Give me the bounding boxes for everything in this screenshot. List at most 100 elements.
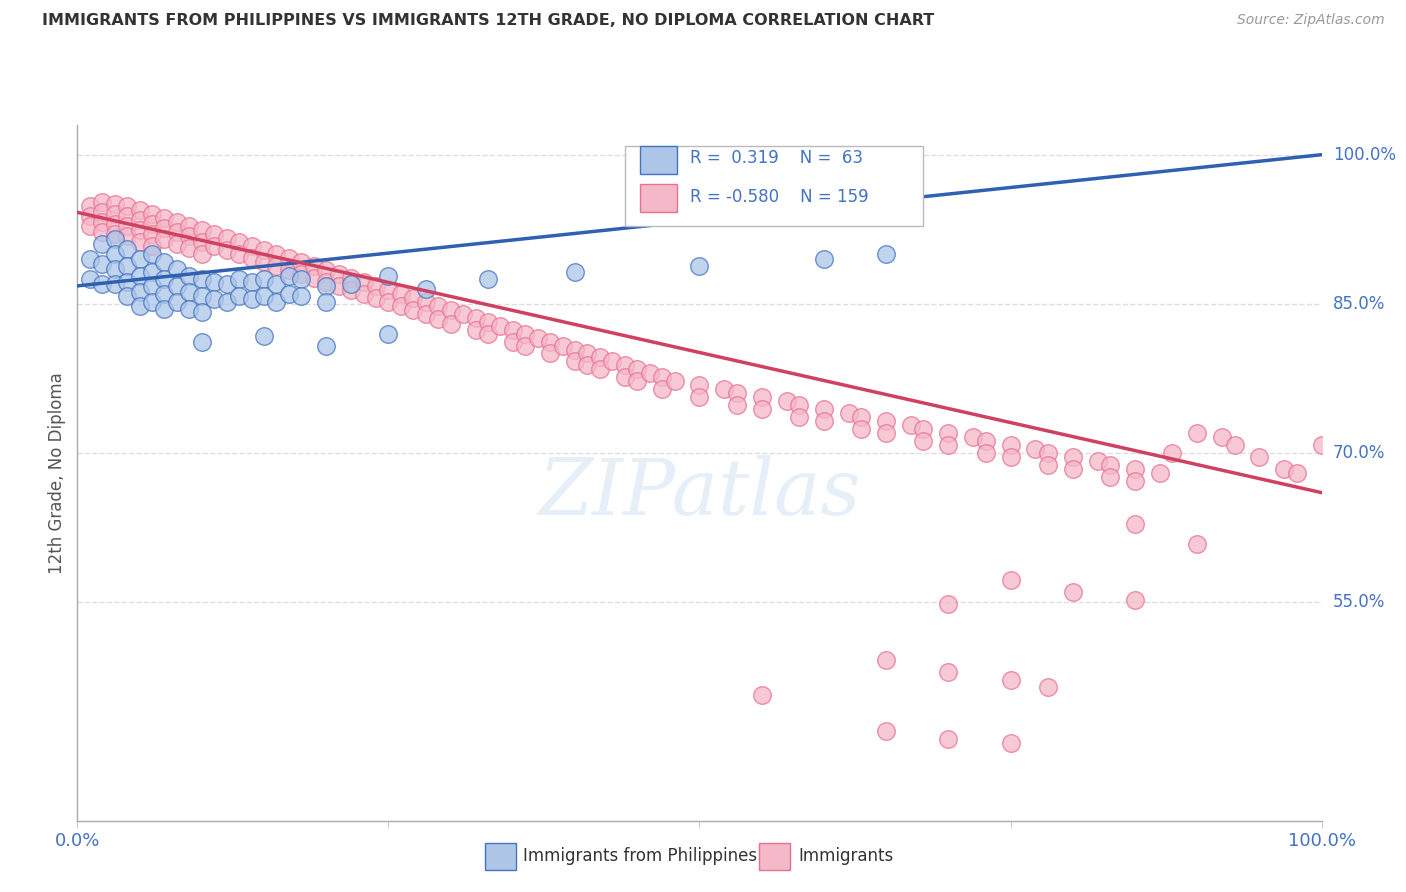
Point — [1000, 438, 1022, 452]
Point — [938, 732, 960, 747]
Point — [104, 217, 127, 231]
Point — [79, 219, 101, 234]
Point — [141, 265, 163, 279]
Point — [938, 665, 960, 679]
Point — [115, 219, 138, 234]
Point — [115, 289, 138, 303]
Point — [141, 217, 163, 231]
Point — [974, 446, 997, 460]
Text: Immigrants from Philippines: Immigrants from Philippines — [523, 847, 758, 865]
Point — [191, 304, 214, 318]
Point — [128, 223, 150, 237]
Point — [166, 215, 188, 229]
Point — [202, 275, 225, 289]
Point — [938, 438, 960, 452]
Point — [141, 207, 163, 221]
Point — [813, 252, 835, 266]
Point — [290, 289, 312, 303]
Point — [875, 724, 897, 739]
Point — [104, 227, 127, 242]
Point — [1123, 474, 1146, 488]
Point — [626, 362, 648, 376]
Point — [713, 382, 735, 396]
Point — [240, 275, 263, 289]
Point — [91, 237, 114, 252]
Point — [253, 255, 276, 269]
Text: IMMIGRANTS FROM PHILIPPINES VS IMMIGRANTS 12TH GRADE, NO DIPLOMA CORRELATION CHA: IMMIGRANTS FROM PHILIPPINES VS IMMIGRANT… — [42, 13, 935, 29]
Point — [191, 223, 214, 237]
Point — [253, 243, 276, 257]
Point — [489, 318, 512, 333]
Point — [115, 242, 138, 256]
Point — [153, 301, 176, 316]
Point — [179, 229, 201, 244]
Point — [353, 275, 375, 289]
Point — [1211, 430, 1233, 444]
Text: Source: ZipAtlas.com: Source: ZipAtlas.com — [1237, 13, 1385, 28]
Point — [613, 370, 636, 384]
Point — [290, 272, 312, 286]
Point — [153, 286, 176, 301]
Point — [179, 268, 201, 283]
Point — [215, 277, 238, 291]
Point — [875, 652, 897, 666]
Point — [128, 285, 150, 299]
Point — [1000, 736, 1022, 750]
FancyBboxPatch shape — [640, 184, 678, 212]
Point — [215, 231, 238, 245]
Text: R =  0.319    N =  63: R = 0.319 N = 63 — [689, 149, 862, 168]
Point — [938, 425, 960, 440]
Point — [851, 422, 873, 436]
Point — [115, 210, 138, 224]
Point — [1087, 454, 1109, 468]
Point — [302, 259, 325, 273]
Point — [1062, 585, 1084, 599]
Point — [240, 292, 263, 306]
Point — [502, 323, 524, 337]
Point — [377, 268, 399, 283]
Point — [912, 422, 935, 436]
Point — [787, 398, 810, 412]
Point — [277, 286, 299, 301]
Point — [962, 430, 984, 444]
Point — [526, 330, 548, 344]
Point — [191, 247, 214, 261]
Point — [938, 597, 960, 611]
Point — [302, 271, 325, 285]
Point — [104, 197, 127, 211]
Y-axis label: 12th Grade, No Diploma: 12th Grade, No Diploma — [48, 372, 66, 574]
Point — [253, 272, 276, 286]
Text: R = -0.580    N = 159: R = -0.580 N = 159 — [689, 187, 868, 205]
Point — [415, 282, 437, 296]
Point — [277, 268, 299, 283]
Point — [104, 247, 127, 261]
Point — [166, 294, 188, 309]
Point — [638, 367, 661, 381]
Point — [340, 283, 363, 297]
Point — [974, 434, 997, 448]
Point — [79, 272, 101, 286]
Point — [502, 334, 524, 349]
Point — [1149, 466, 1171, 480]
Point — [402, 302, 425, 317]
Point — [912, 434, 935, 448]
Point — [240, 251, 263, 265]
Point — [1187, 425, 1209, 440]
Point — [364, 279, 387, 293]
Point — [377, 326, 399, 341]
Text: 100.0%: 100.0% — [1333, 145, 1396, 164]
Point — [689, 259, 711, 273]
Point — [564, 343, 586, 357]
Point — [875, 247, 897, 261]
Point — [128, 252, 150, 266]
Point — [191, 235, 214, 249]
Point — [104, 262, 127, 277]
Point — [551, 338, 574, 352]
Point — [515, 338, 537, 352]
Point — [1123, 593, 1146, 607]
Point — [228, 289, 250, 303]
Point — [228, 235, 250, 249]
Point — [1123, 462, 1146, 476]
Point — [1036, 681, 1059, 695]
Point — [477, 272, 499, 286]
